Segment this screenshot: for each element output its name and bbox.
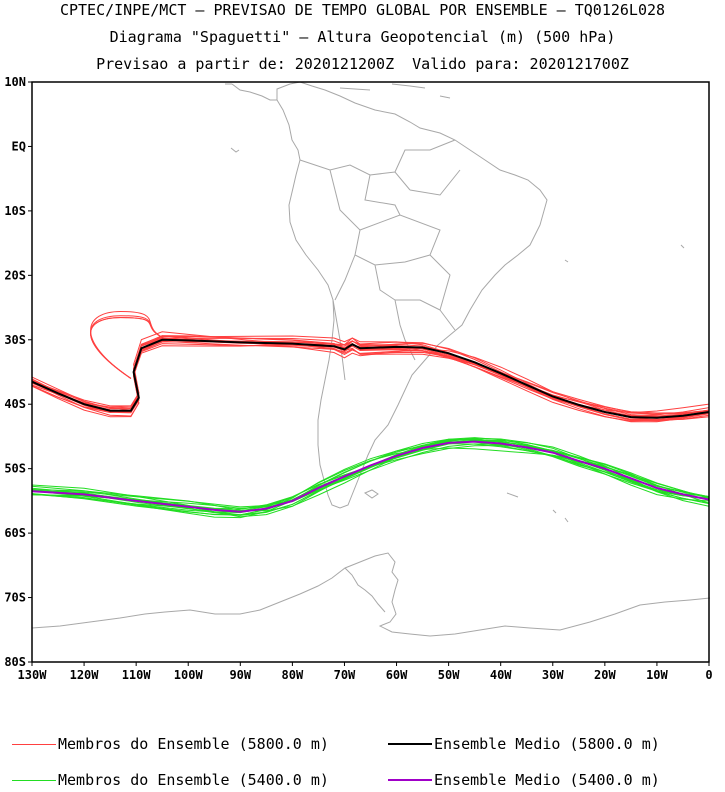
central-america-coastline — [225, 83, 277, 101]
ensemble-member-line — [31, 443, 710, 508]
lat-tick-label: 20S — [4, 268, 26, 282]
lat-tick-label: 60S — [4, 526, 26, 540]
ensemble-mean-5800-line — [31, 338, 710, 419]
chart-title-line-2: Diagrama "Spaguetti" — Altura Geopotenci… — [109, 28, 616, 46]
falkland-islands — [363, 489, 379, 499]
south-america-coastline — [276, 81, 548, 509]
caribbean-islands — [339, 83, 451, 99]
lon-tick-label: 50W — [438, 668, 460, 682]
galapagos-islands — [230, 147, 240, 153]
lat-tick-label: EQ — [12, 139, 26, 153]
lon-tick-label: 0 — [705, 668, 712, 682]
lat-tick-label: 10N — [4, 75, 26, 89]
lon-tick-label: 40W — [490, 668, 512, 682]
chart-title-line-3: Previsao a partir de: 2020121200Z Valido… — [96, 55, 629, 73]
ensemble-member-loop — [90, 310, 168, 379]
coastline-layer — [31, 81, 711, 637]
chart-title-line-1: CPTEC/INPE/MCT — PREVISAO DE TEMPO GLOBA… — [59, 1, 666, 19]
ensemble-member-loop — [90, 315, 168, 379]
lat-tick-label: 50S — [4, 462, 26, 476]
lat-tick-label: 30S — [4, 333, 26, 347]
lon-tick-label: 110W — [122, 668, 152, 682]
lat-tick-label: 70S — [4, 591, 26, 605]
ensemble-member-line — [31, 440, 710, 514]
lon-tick-label: 30W — [542, 668, 564, 682]
lon-tick-label: 10W — [646, 668, 668, 682]
lat-tick-label: 80S — [4, 655, 26, 669]
lon-tick-label: 60W — [386, 668, 408, 682]
lon-tick-label: 130W — [18, 668, 48, 682]
lon-tick-label: 90W — [229, 668, 251, 682]
lat-tick-label: 40S — [4, 397, 26, 411]
south-atlantic-islands — [552, 244, 685, 523]
lon-tick-label: 100W — [174, 668, 204, 682]
map-frame — [31, 81, 710, 663]
antarctica-coastline — [31, 552, 711, 637]
lon-tick-label: 20W — [594, 668, 616, 682]
ensemble-member-line — [31, 337, 710, 415]
ensemble-mean-5400-line — [31, 440, 710, 513]
ensemble-member-line — [31, 340, 710, 421]
south-georgia-island — [506, 492, 519, 498]
lon-tick-label: 70W — [334, 668, 356, 682]
antarctic-peninsula — [344, 567, 386, 613]
ensemble-member-line — [31, 438, 710, 516]
lat-tick-label: 10S — [4, 204, 26, 218]
lon-tick-label: 80W — [282, 668, 304, 682]
lon-tick-label: 120W — [70, 668, 100, 682]
